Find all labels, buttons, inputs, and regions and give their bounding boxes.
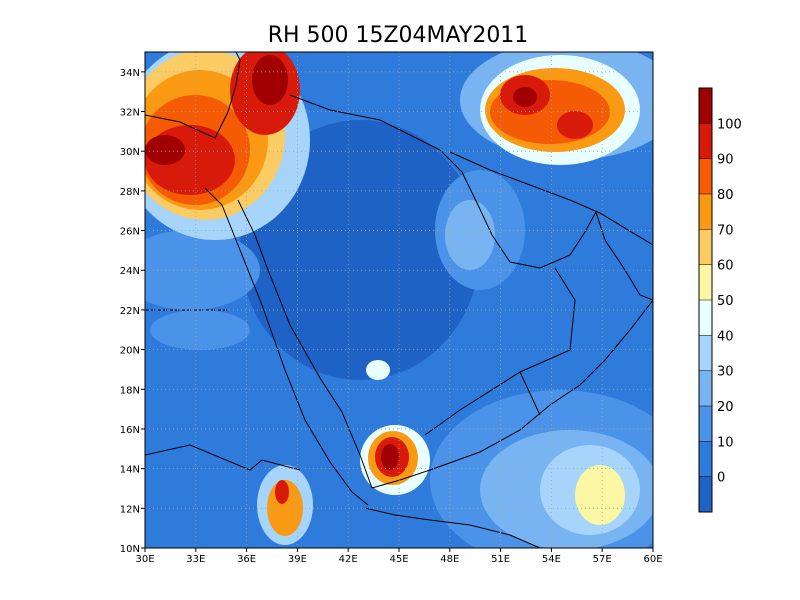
colorbar-band	[699, 476, 712, 512]
colorbar-band	[699, 406, 712, 442]
colorbar-label: 20	[717, 400, 734, 415]
colorbar-label: 10	[717, 435, 734, 450]
colorbar-label: 30	[717, 365, 734, 380]
y-tick-label: 16N	[120, 425, 140, 436]
colorbar-label: 40	[717, 329, 734, 344]
colorbar-label: 90	[717, 153, 734, 168]
y-tick-label: 32N	[120, 108, 140, 119]
colorbar-label: 60	[717, 259, 734, 274]
colorbar-band	[699, 229, 712, 265]
colorbar-band	[699, 335, 712, 371]
field-patch	[145, 230, 260, 310]
colorbar-band	[699, 123, 712, 159]
colorbar-band	[699, 88, 712, 124]
colorbar-band	[699, 194, 712, 230]
y-tick-label: 14N	[120, 465, 140, 476]
y-tick-label: 34N	[120, 68, 140, 79]
y-tick-label: 22N	[120, 306, 140, 317]
y-tick-label: 10N	[120, 544, 140, 555]
field-patch	[575, 465, 625, 525]
field-patch	[275, 480, 289, 504]
coastline	[145, 52, 241, 139]
border	[424, 267, 576, 436]
colorbar-band	[699, 300, 712, 336]
x-tick-label: 48E	[440, 554, 459, 565]
colorbar: 0 10 20 30 40 50 60 70 80 90 100	[698, 87, 742, 513]
colorbar-label: 70	[717, 223, 734, 238]
field-patch	[381, 444, 399, 470]
y-tick-label: 18N	[120, 385, 140, 396]
field-patch	[513, 87, 537, 107]
y-tick-label: 20N	[120, 346, 140, 357]
x-tick-label: 51E	[491, 554, 510, 565]
x-tick-label: 39E	[288, 554, 307, 565]
y-tick-label: 12N	[120, 504, 140, 515]
colorbar-label: 0	[717, 471, 725, 486]
border	[289, 94, 441, 151]
coastline	[364, 507, 541, 548]
x-tick-label: 57E	[593, 554, 612, 565]
colorbar-band	[699, 441, 712, 477]
border	[145, 444, 301, 471]
x-tick-label: 30E	[135, 554, 154, 565]
colorbar-band	[699, 264, 712, 300]
x-tick-label: 54E	[542, 554, 561, 565]
field-patch	[252, 55, 288, 105]
border	[519, 371, 541, 416]
y-tick-label: 26N	[120, 227, 140, 238]
colorbar-band	[699, 158, 712, 194]
colorbar-band	[699, 370, 712, 406]
coastline	[237, 199, 373, 489]
colorbar-label: 80	[717, 188, 734, 203]
y-tick-label: 24N	[120, 266, 140, 277]
field-patch	[240, 120, 480, 380]
x-tick-label: 33E	[186, 554, 205, 565]
field-patch	[366, 360, 390, 380]
coastline	[371, 299, 653, 489]
field-patch	[145, 360, 270, 480]
coastline	[449, 151, 653, 246]
x-tick-label: 42E	[339, 554, 358, 565]
colorbar-label: 100	[717, 117, 742, 132]
colorbar-label: 50	[717, 294, 734, 309]
x-tick-label: 45E	[389, 554, 408, 565]
title: RH 500 15Z04MAY2011	[268, 23, 529, 48]
rh-field	[145, 52, 653, 548]
map-frame	[144, 51, 654, 549]
y-tick-label: 28N	[120, 187, 140, 198]
y-tick-label: 30N	[120, 147, 140, 158]
field-patch	[557, 111, 593, 139]
coastline	[204, 187, 369, 506]
field-patch	[145, 135, 185, 165]
x-tick-label: 60E	[643, 554, 662, 565]
field-patch	[150, 310, 250, 350]
x-tick-label: 36E	[237, 554, 256, 565]
field-patch	[445, 200, 495, 270]
